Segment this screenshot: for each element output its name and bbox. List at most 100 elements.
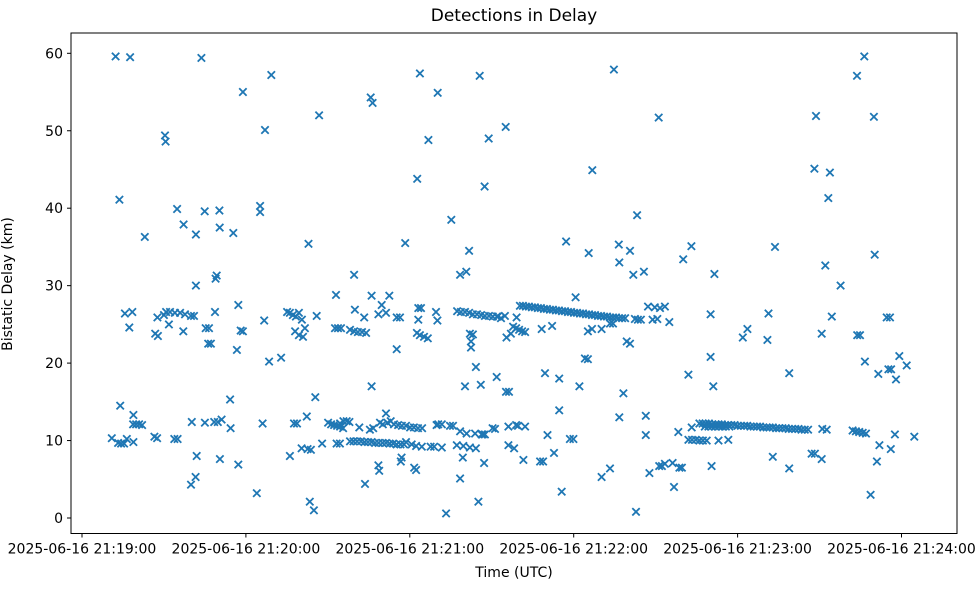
data-point-marker bbox=[191, 472, 200, 482]
data-point-marker bbox=[763, 335, 772, 345]
data-point-marker bbox=[186, 311, 196, 321]
data-point-marker bbox=[374, 466, 384, 476]
data-point-marker bbox=[587, 165, 597, 175]
data-point-marker bbox=[583, 326, 593, 336]
data-point-marker bbox=[458, 453, 468, 462]
data-point-marker bbox=[501, 122, 511, 132]
data-point-marker bbox=[298, 332, 308, 342]
data-point-marker bbox=[807, 449, 816, 459]
data-point-marker bbox=[374, 309, 383, 319]
data-point-marker bbox=[377, 300, 387, 310]
data-point-marker bbox=[605, 464, 615, 473]
data-point-marker bbox=[660, 302, 670, 311]
data-point-marker bbox=[282, 307, 292, 317]
data-point-marker bbox=[345, 436, 355, 446]
data-point-marker bbox=[413, 315, 423, 325]
data-point-marker bbox=[537, 324, 547, 334]
data-point-marker bbox=[446, 215, 456, 225]
x-tick-label: 2025-06-16 21:23:00 bbox=[663, 542, 812, 558]
data-point-marker bbox=[412, 174, 422, 184]
data-point-marker bbox=[385, 439, 394, 448]
data-point-marker bbox=[111, 52, 120, 61]
data-point-marker bbox=[285, 451, 295, 461]
data-point-marker bbox=[392, 344, 402, 354]
data-point-marker bbox=[153, 313, 162, 322]
data-point-marker bbox=[768, 452, 778, 462]
plot-border bbox=[70, 32, 958, 534]
data-point-marker bbox=[366, 93, 376, 102]
data-point-marker bbox=[855, 330, 865, 340]
data-point-marker bbox=[597, 472, 606, 482]
data-point-marker bbox=[120, 309, 130, 318]
data-point-marker bbox=[368, 423, 378, 433]
data-point-marker bbox=[161, 137, 170, 146]
data-point-marker bbox=[314, 110, 324, 120]
data-point-marker bbox=[810, 449, 820, 459]
data-point-marker bbox=[331, 290, 341, 300]
data-point-marker bbox=[660, 459, 670, 469]
data-point-marker bbox=[124, 323, 134, 332]
data-point-marker bbox=[129, 437, 138, 447]
data-point-marker bbox=[458, 441, 468, 451]
data-point-marker bbox=[758, 423, 768, 432]
data-point-marker bbox=[173, 434, 182, 444]
data-point-marker bbox=[464, 246, 474, 256]
data-point-marker bbox=[474, 497, 483, 507]
data-point-marker bbox=[258, 419, 267, 428]
data-point-marker bbox=[233, 300, 243, 310]
data-point-marker bbox=[625, 339, 635, 349]
data-point-marker bbox=[335, 439, 345, 448]
data-point-marker bbox=[367, 291, 376, 301]
data-point-marker bbox=[186, 480, 196, 490]
data-point-marker bbox=[520, 327, 530, 337]
data-point-marker bbox=[738, 333, 748, 342]
data-point-marker bbox=[361, 328, 371, 338]
data-point-marker bbox=[827, 312, 837, 321]
data-points bbox=[107, 52, 919, 518]
data-point-marker bbox=[866, 490, 875, 500]
data-point-marker bbox=[335, 419, 345, 428]
data-point-marker bbox=[416, 303, 426, 313]
x-tick-label: 2025-06-16 21:20:00 bbox=[172, 542, 321, 558]
data-point-marker bbox=[561, 237, 571, 246]
data-point-marker bbox=[557, 487, 567, 497]
data-point-marker bbox=[471, 443, 481, 453]
data-point-marker bbox=[520, 422, 530, 431]
data-point-marker bbox=[396, 440, 405, 449]
x-tick-label: 2025-06-16 21:21:00 bbox=[335, 542, 484, 558]
data-point-marker bbox=[632, 210, 642, 220]
data-point-marker bbox=[210, 307, 220, 317]
data-point-marker bbox=[349, 436, 358, 446]
data-point-marker bbox=[706, 309, 715, 319]
data-point-marker bbox=[415, 69, 425, 78]
data-point-marker bbox=[509, 443, 519, 453]
data-point-marker bbox=[902, 361, 912, 370]
data-point-marker bbox=[260, 125, 270, 135]
data-point-marker bbox=[455, 270, 465, 280]
data-point-marker bbox=[417, 423, 427, 433]
data-point-marker bbox=[305, 497, 315, 507]
data-point-marker bbox=[309, 505, 319, 515]
data-point-marker bbox=[137, 420, 147, 430]
x-tick-label: 2025-06-16 21:19:00 bbox=[8, 542, 157, 558]
y-tick-label: 30 bbox=[45, 279, 63, 295]
data-point-marker bbox=[504, 440, 513, 450]
data-point-marker bbox=[461, 267, 471, 277]
data-point-marker bbox=[894, 351, 904, 361]
data-point-marker bbox=[200, 418, 210, 428]
data-point-marker bbox=[506, 329, 516, 339]
data-point-marker bbox=[825, 168, 835, 177]
data-point-marker bbox=[684, 435, 693, 445]
data-point-marker bbox=[619, 388, 628, 398]
data-point-marker bbox=[535, 457, 545, 466]
data-point-marker bbox=[363, 437, 373, 447]
data-point-marker bbox=[625, 246, 635, 256]
data-point-marker bbox=[302, 412, 312, 421]
data-point-marker bbox=[673, 427, 683, 437]
data-point-marker bbox=[395, 313, 405, 322]
data-point-marker bbox=[306, 445, 316, 455]
data-point-marker bbox=[861, 429, 871, 438]
data-point-marker bbox=[512, 313, 521, 322]
data-point-marker bbox=[317, 439, 327, 448]
data-point-marker bbox=[820, 261, 830, 270]
